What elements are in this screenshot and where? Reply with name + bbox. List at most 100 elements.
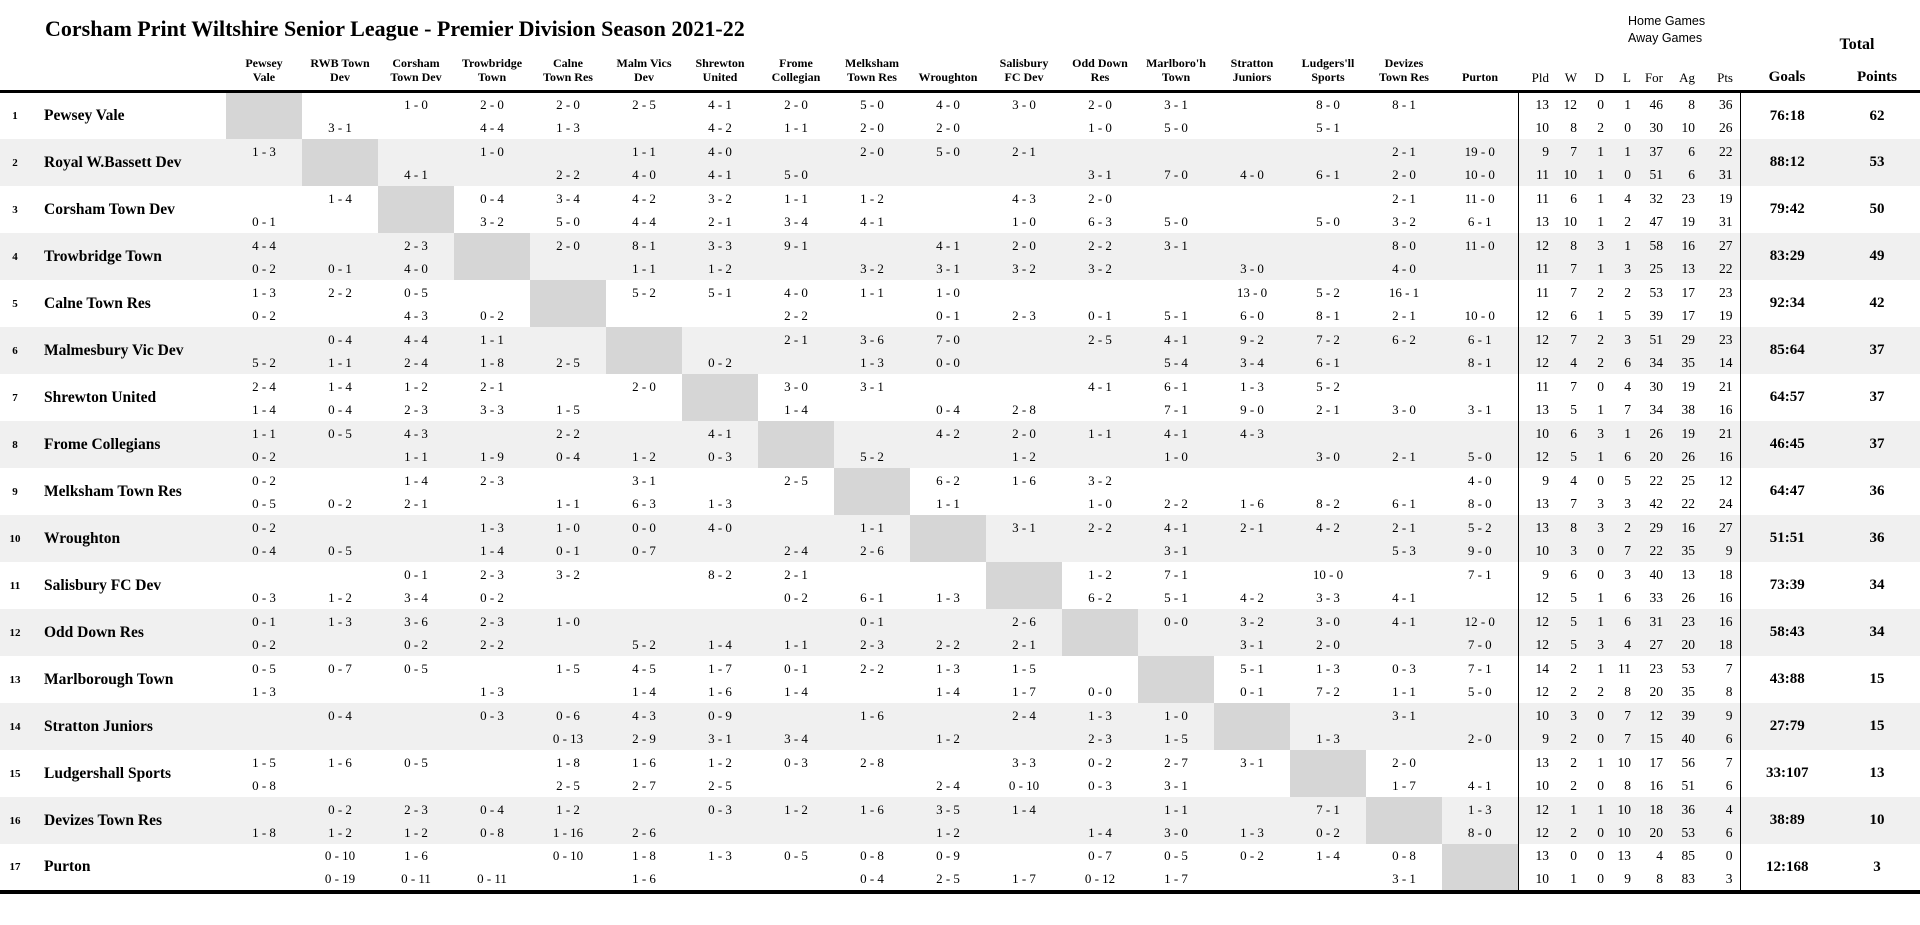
- stat-cell-ag: 85 83: [1670, 844, 1702, 894]
- result-cell: [1442, 92, 1518, 140]
- home-result: [1062, 657, 1138, 680]
- away-stat: 31: [1719, 166, 1733, 182]
- points-column-header: Points: [1834, 57, 1920, 93]
- away-result: 1 - 1: [1392, 683, 1416, 699]
- away-result: 6 - 3: [632, 495, 656, 511]
- away-stat: 0: [1597, 542, 1604, 558]
- home-result: [454, 281, 530, 304]
- result-cell: 1 - 3: [1290, 703, 1366, 750]
- result-cell: 4 - 0: [1214, 139, 1290, 186]
- away-result: [834, 163, 910, 186]
- away-result: 3 - 0: [1240, 260, 1264, 276]
- away-result: 0 - 11: [401, 871, 431, 886]
- away-stat: 16: [1719, 401, 1733, 417]
- stat-cell-pts: 19 31: [1702, 186, 1740, 233]
- stat-cell-ag: 16 35: [1670, 515, 1702, 562]
- home-stat: 3: [1597, 425, 1604, 441]
- diagonal-cell: [910, 515, 986, 562]
- home-stat: 9: [1542, 566, 1549, 582]
- away-result: 2 - 2: [480, 636, 504, 652]
- home-result: 0 - 9: [936, 848, 960, 863]
- stat-cell-pld: 13 10: [1517, 844, 1556, 894]
- home-result: [302, 469, 378, 492]
- home-result: 2 - 3: [404, 801, 428, 817]
- away-stat: 6: [1624, 448, 1631, 464]
- result-cell: 1 - 2: [758, 797, 834, 844]
- goals-total: 83:29: [1739, 233, 1834, 280]
- away-result: 5 - 0: [1164, 213, 1188, 229]
- away-result: 1 - 1: [632, 260, 656, 276]
- goals-total: 27:79: [1739, 703, 1834, 750]
- home-result: [1214, 469, 1290, 492]
- away-result: 5 - 2: [632, 636, 656, 652]
- home-result: 0 - 2: [252, 472, 276, 488]
- away-result: 6 - 1: [1392, 495, 1416, 511]
- home-result: [986, 844, 1062, 867]
- home-stat: 6: [1624, 613, 1631, 629]
- home-stat: 4: [1570, 472, 1577, 488]
- home-result: 0 - 7: [328, 660, 352, 676]
- home-result: 3 - 4: [556, 190, 580, 206]
- result-cell: 1 - 3: [682, 468, 758, 515]
- home-result: [226, 563, 302, 586]
- away-result: 5 - 2: [860, 448, 884, 464]
- result-cell: 0 - 10 0 - 19: [302, 844, 378, 894]
- points-total: 34: [1869, 624, 1885, 640]
- home-stat: 6: [1570, 566, 1577, 582]
- away-stat: 6: [1624, 354, 1631, 370]
- away-result: 5 - 1: [1164, 307, 1188, 323]
- home-stat: 8: [1570, 237, 1577, 253]
- home-result: 9 - 2: [1240, 331, 1264, 347]
- home-result: [1138, 140, 1214, 163]
- home-result: [910, 187, 986, 210]
- away-stat: 24: [1719, 495, 1733, 511]
- result-cell: 7 - 2 6 - 1: [1290, 327, 1366, 374]
- away-stat: 47: [1649, 213, 1664, 229]
- home-stat: 2: [1570, 660, 1577, 676]
- home-result: 1 - 2: [1088, 566, 1112, 582]
- result-cell: 4 - 3: [1214, 421, 1290, 468]
- diagonal-cell: [986, 562, 1062, 609]
- home-result: 1 - 6: [860, 707, 884, 723]
- home-result: 9 - 1: [784, 237, 808, 253]
- away-result: 0 - 3: [708, 448, 732, 464]
- home-stat: 7: [1570, 143, 1577, 159]
- away-result: 0 - 4: [556, 448, 580, 464]
- away-result: 7 - 0: [1164, 166, 1188, 182]
- result-cell: 1 - 6 0 - 11: [378, 844, 454, 894]
- away-result: [910, 163, 986, 186]
- team-name: Odd Down Res: [44, 623, 144, 641]
- away-stat: 3: [1597, 495, 1604, 511]
- away-stat: 34: [1649, 401, 1664, 417]
- away-result: 6 - 1: [1467, 213, 1492, 229]
- result-cell: 5 - 2: [834, 421, 910, 468]
- away-stat: 10: [1563, 166, 1578, 182]
- result-cell: 2 - 3: [454, 468, 530, 515]
- away-stat: 16: [1719, 448, 1733, 464]
- home-stat: 2: [1570, 754, 1577, 770]
- home-stat: 27: [1719, 237, 1733, 253]
- home-stat: 10: [1535, 707, 1550, 723]
- away-result: 0 - 7: [632, 542, 656, 558]
- home-stat: 37: [1649, 143, 1664, 159]
- result-cell: 5 - 2: [226, 327, 302, 374]
- result-cell: 0 - 5: [378, 656, 454, 703]
- result-cell: 1 - 3: [910, 562, 986, 609]
- result-cell: 1 - 3 8 - 0: [1442, 797, 1518, 844]
- away-stat: 13: [1535, 495, 1550, 511]
- home-result: 0 - 0: [1164, 613, 1188, 629]
- home-result: 1 - 3: [252, 143, 276, 159]
- away-result: [758, 821, 834, 844]
- home-stat: 51: [1649, 331, 1664, 347]
- result-cell: 1 - 0: [378, 92, 454, 140]
- result-cell: 1 - 7 1 - 6: [682, 656, 758, 703]
